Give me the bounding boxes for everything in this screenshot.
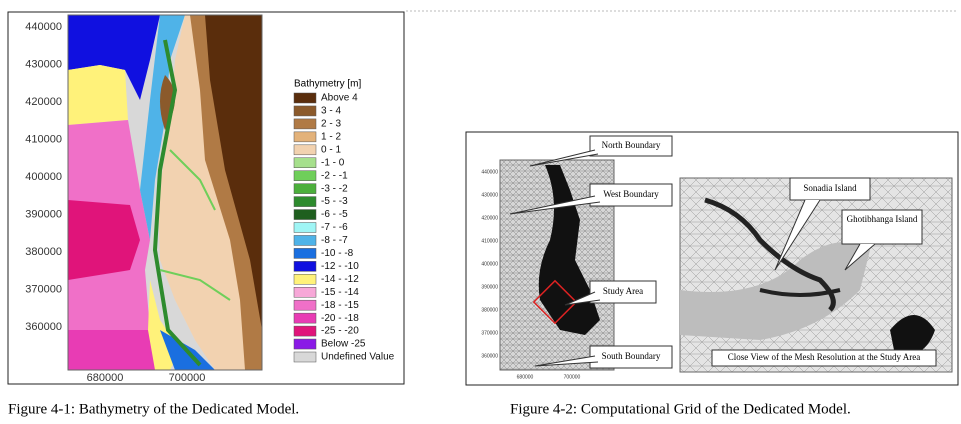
legend-swatch: [294, 158, 316, 168]
legend-label: 3 - 4: [321, 106, 341, 117]
legend-swatch: [294, 106, 316, 116]
y-tick-label: 390000: [25, 208, 62, 220]
callout-label: North Boundary: [602, 140, 661, 150]
x-tick-label: 680000: [517, 374, 534, 380]
y-tick-label: 380000: [481, 307, 498, 313]
legend-label: Below -25: [321, 339, 366, 350]
legend-label: -20 - -18: [321, 313, 359, 324]
legend-swatch: [294, 339, 316, 349]
legend-swatch: [294, 274, 316, 284]
legend-label: -14 - -12: [321, 274, 359, 285]
callout-label: Ghotibhanga Island: [842, 212, 922, 226]
legend-label: -3 - -2: [321, 183, 348, 194]
legend-label: -25 - -20: [321, 326, 359, 337]
x-tick-label: 700000: [564, 374, 581, 380]
y-tick-label: 400000: [481, 261, 498, 267]
legend-swatch: [294, 352, 316, 362]
legend-label: -12 - -10: [321, 261, 359, 272]
callout-label: Sonadia Island: [803, 183, 857, 193]
legend-label: -18 - -15: [321, 300, 359, 311]
y-tick-label: 390000: [481, 284, 498, 290]
y-tick-label: 430000: [481, 192, 498, 198]
legend-title: Bathymetry [m]: [294, 79, 361, 90]
bathymetry-map: [68, 15, 262, 370]
legend-swatch: [294, 171, 316, 181]
legend-swatch: [294, 261, 316, 271]
legend-label: -10 - -8: [321, 248, 354, 259]
legend-swatch: [294, 223, 316, 233]
caption: Figure 4-1: Bathymetry of the Dedicated …: [8, 401, 299, 417]
legend-swatch: [294, 145, 316, 155]
legend-swatch: [294, 132, 316, 142]
legend-label: -8 - -7: [321, 235, 348, 246]
caption: Figure 4-2: Computational Grid of the De…: [510, 401, 851, 417]
y-tick-label: 420000: [481, 215, 498, 221]
legend-label: 0 - 1: [321, 144, 341, 155]
y-tick-label: 360000: [481, 353, 498, 359]
y-tick-label: 410000: [25, 133, 62, 145]
legend-swatch: [294, 313, 316, 323]
y-tick-label: 440000: [481, 169, 498, 175]
legend-label: 1 - 2: [321, 131, 341, 142]
legend-label: -6 - -5: [321, 209, 348, 220]
legend-label: -15 - -14: [321, 287, 359, 298]
legend-label: Above 4: [321, 93, 358, 104]
y-tick-label: 430000: [25, 58, 62, 70]
legend-swatch: [294, 300, 316, 310]
y-tick-label: 370000: [481, 330, 498, 336]
page: 440000 430000 420000 410000 400000 390000 3800…: [0, 0, 961, 419]
x-tick-label: 700000: [169, 372, 206, 384]
y-tick-label: 360000: [25, 321, 62, 333]
legend-swatch: [294, 197, 316, 207]
legend-label: -7 - -6: [321, 222, 348, 233]
y-tick-label: 440000: [25, 21, 62, 33]
callout-label: Study Area: [603, 286, 643, 296]
legend-label: -5 - -3: [321, 196, 348, 207]
legend-swatch: [294, 287, 316, 297]
y-tick-label: 420000: [25, 96, 62, 108]
y-tick-label: 410000: [481, 238, 498, 244]
y-tick-label: 380000: [25, 246, 62, 258]
legend-swatch: [294, 326, 316, 336]
legend-swatch: [294, 119, 316, 129]
callout-label: West Boundary: [603, 189, 659, 199]
callout-label: South Boundary: [602, 351, 661, 361]
legend-label: 2 - 3: [321, 119, 341, 130]
legend-swatch: [294, 93, 316, 103]
y-tick-label: 400000: [25, 171, 62, 183]
legend-swatch: [294, 184, 316, 194]
legend-swatch: [294, 210, 316, 220]
legend-label: Undefined Value: [321, 352, 395, 363]
legend-label: -2 - -1: [321, 170, 348, 181]
y-tick-label: 370000: [25, 283, 62, 295]
legend-label: -1 - 0: [321, 157, 345, 168]
x-tick-label: 680000: [87, 372, 124, 384]
legend-swatch: [294, 235, 316, 245]
callout-label: Close View of the Mesh Resolution at the…: [728, 352, 921, 362]
legend-swatch: [294, 248, 316, 258]
